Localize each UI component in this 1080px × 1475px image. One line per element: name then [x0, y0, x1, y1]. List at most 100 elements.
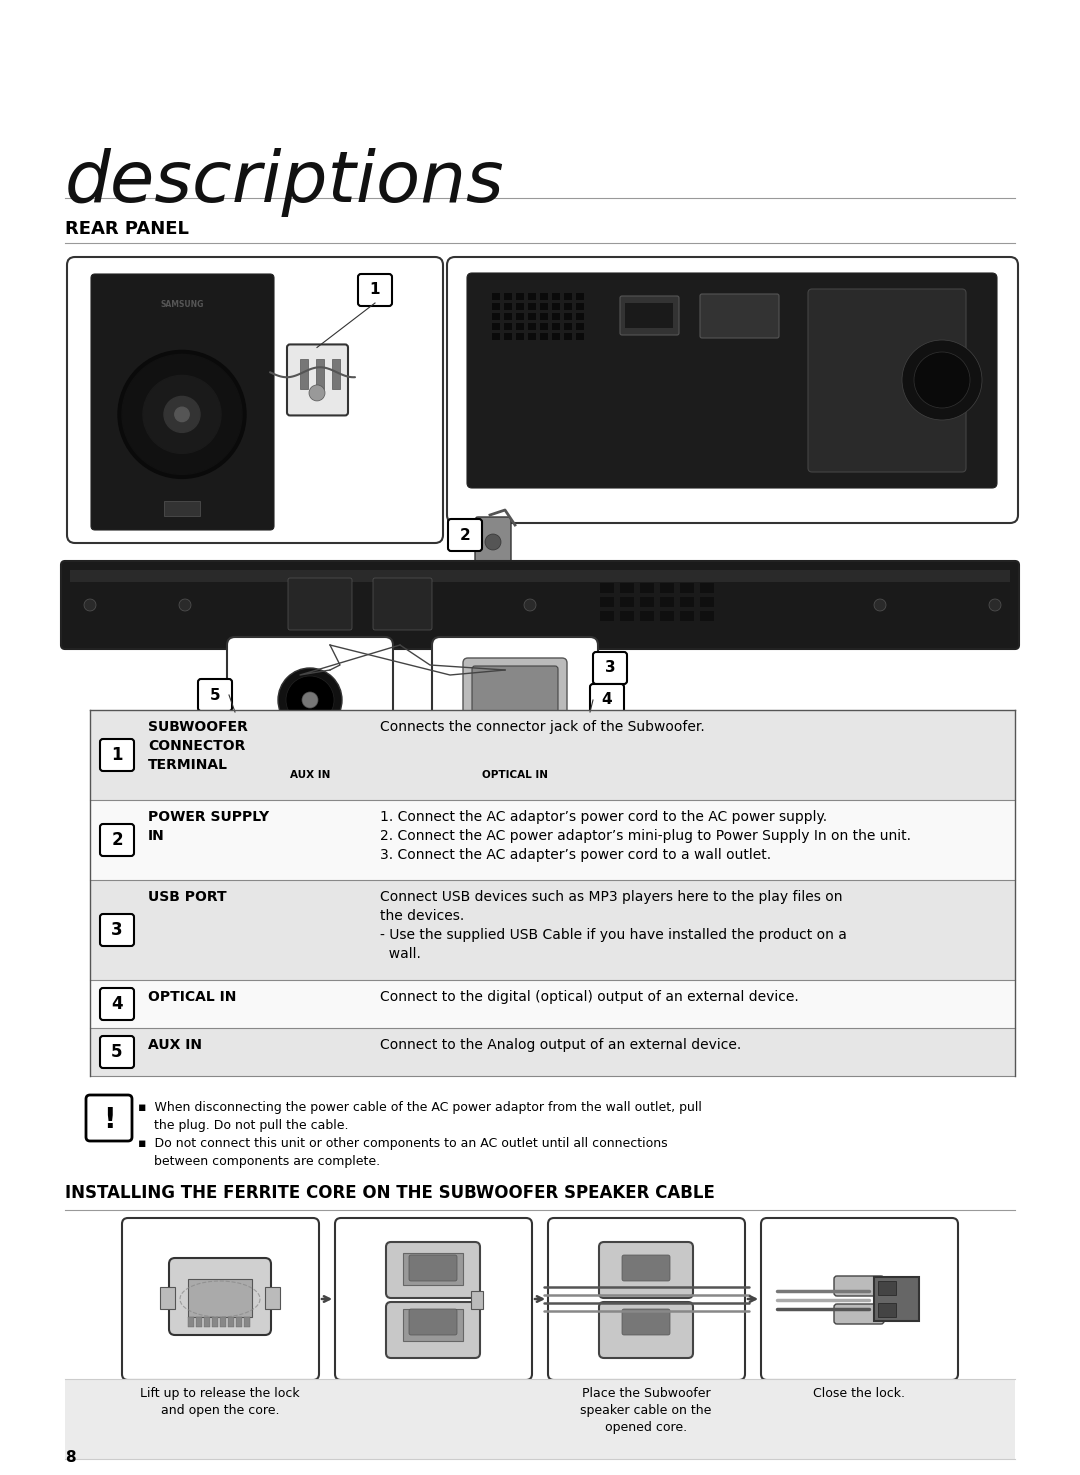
Text: 8: 8: [65, 1450, 76, 1465]
Text: OPTICAL IN: OPTICAL IN: [148, 990, 237, 1004]
FancyBboxPatch shape: [448, 519, 482, 552]
FancyBboxPatch shape: [67, 257, 443, 543]
Bar: [237, 1317, 242, 1328]
Bar: [160, 1288, 175, 1308]
Bar: [492, 323, 500, 330]
Bar: [90, 709, 1015, 799]
FancyBboxPatch shape: [409, 1255, 457, 1280]
Text: 2: 2: [111, 830, 123, 850]
Circle shape: [118, 351, 246, 478]
Bar: [516, 313, 524, 320]
Bar: [620, 583, 634, 593]
Circle shape: [179, 599, 191, 611]
Bar: [552, 313, 561, 320]
Bar: [516, 302, 524, 310]
FancyBboxPatch shape: [100, 739, 134, 771]
Bar: [300, 360, 308, 389]
Circle shape: [989, 599, 1001, 611]
Bar: [195, 1317, 202, 1328]
Bar: [220, 1317, 226, 1328]
Bar: [188, 1317, 194, 1328]
Bar: [564, 313, 572, 320]
FancyBboxPatch shape: [168, 1258, 271, 1335]
Text: descriptions: descriptions: [65, 148, 504, 217]
Bar: [504, 323, 512, 330]
Bar: [528, 302, 536, 310]
Text: REAR PANEL: REAR PANEL: [65, 220, 189, 237]
FancyBboxPatch shape: [373, 578, 432, 630]
FancyBboxPatch shape: [386, 1302, 480, 1358]
FancyBboxPatch shape: [198, 678, 232, 711]
Bar: [878, 1302, 896, 1317]
Bar: [70, 569, 1010, 583]
FancyBboxPatch shape: [467, 273, 997, 488]
FancyBboxPatch shape: [834, 1276, 885, 1297]
Bar: [540, 294, 548, 299]
FancyBboxPatch shape: [620, 296, 679, 335]
Circle shape: [524, 599, 536, 611]
FancyBboxPatch shape: [409, 1308, 457, 1335]
FancyBboxPatch shape: [288, 578, 352, 630]
Text: 5: 5: [210, 687, 220, 702]
Circle shape: [874, 599, 886, 611]
Bar: [90, 799, 1015, 881]
Bar: [516, 323, 524, 330]
Circle shape: [278, 668, 342, 732]
Circle shape: [914, 353, 970, 409]
Bar: [403, 1308, 463, 1341]
Text: 3: 3: [605, 661, 616, 676]
Bar: [528, 323, 536, 330]
Bar: [680, 583, 694, 593]
Bar: [600, 611, 615, 621]
Bar: [660, 597, 674, 608]
Bar: [700, 583, 714, 593]
FancyBboxPatch shape: [335, 1218, 532, 1381]
Text: Connect USB devices such as MP3 players here to the play files on
the devices.
-: Connect USB devices such as MP3 players …: [380, 889, 847, 960]
FancyBboxPatch shape: [447, 257, 1018, 524]
FancyBboxPatch shape: [357, 274, 392, 305]
Bar: [576, 323, 584, 330]
Bar: [204, 1317, 210, 1328]
FancyBboxPatch shape: [86, 1094, 132, 1142]
Bar: [90, 1028, 1015, 1075]
Bar: [660, 611, 674, 621]
FancyBboxPatch shape: [287, 345, 348, 416]
Bar: [504, 294, 512, 299]
Bar: [564, 294, 572, 299]
Circle shape: [902, 341, 982, 420]
FancyBboxPatch shape: [91, 274, 274, 530]
Bar: [640, 611, 654, 621]
FancyBboxPatch shape: [590, 684, 624, 715]
Bar: [228, 1317, 234, 1328]
FancyBboxPatch shape: [548, 1218, 745, 1381]
Text: 1. Connect the AC adaptor’s power cord to the AC power supply.
2. Connect the AC: 1. Connect the AC adaptor’s power cord t…: [380, 810, 912, 861]
Bar: [552, 323, 561, 330]
Text: 1: 1: [111, 746, 123, 764]
Text: Place the Subwoofer
speaker cable on the
opened core.: Place the Subwoofer speaker cable on the…: [580, 1386, 712, 1434]
Text: Connects the connector jack of the Subwoofer.: Connects the connector jack of the Subwo…: [380, 720, 705, 735]
FancyBboxPatch shape: [761, 1218, 958, 1381]
Bar: [265, 1288, 280, 1308]
Bar: [403, 1252, 463, 1285]
FancyBboxPatch shape: [463, 658, 567, 748]
Circle shape: [286, 676, 334, 724]
Bar: [576, 333, 584, 341]
Circle shape: [143, 376, 221, 453]
Bar: [316, 360, 324, 389]
FancyBboxPatch shape: [599, 1242, 693, 1298]
Bar: [540, 313, 548, 320]
FancyBboxPatch shape: [593, 652, 627, 684]
Bar: [540, 333, 548, 341]
Bar: [576, 302, 584, 310]
Bar: [552, 302, 561, 310]
Bar: [540, 302, 548, 310]
Bar: [516, 294, 524, 299]
FancyBboxPatch shape: [599, 1302, 693, 1358]
Text: INSTALLING THE FERRITE CORE ON THE SUBWOOFER SPEAKER CABLE: INSTALLING THE FERRITE CORE ON THE SUBWO…: [65, 1184, 715, 1202]
Text: AUX IN: AUX IN: [289, 770, 330, 780]
Bar: [471, 1291, 483, 1308]
Bar: [875, 1277, 919, 1322]
Text: USB PORT: USB PORT: [148, 889, 227, 904]
Bar: [620, 611, 634, 621]
FancyBboxPatch shape: [100, 825, 134, 856]
